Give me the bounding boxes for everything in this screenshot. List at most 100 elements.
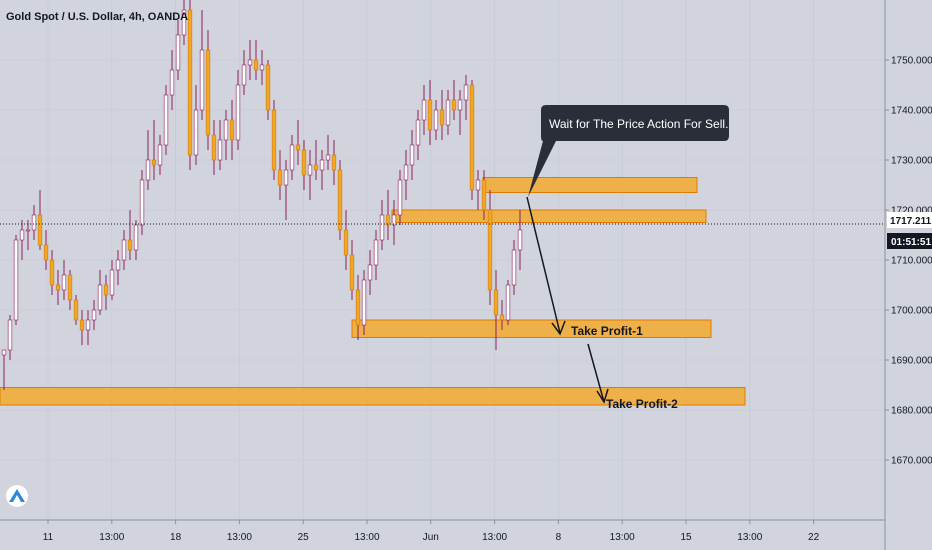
callout-box: Wait for The Price Action For Sell. [528,105,729,197]
candle-body [91,309,97,321]
candle-body [25,229,31,232]
candle-body [325,154,331,161]
candle-body [199,49,205,111]
candle-body [499,314,505,321]
candle-body [235,84,241,141]
tradingview-logo-icon[interactable] [6,485,28,507]
x-tick-label: Jun [423,532,439,543]
candle-body [313,164,319,171]
y-tick-label: 1730.000 [891,156,932,167]
candle-body [187,9,193,156]
candle-body [85,319,91,331]
x-tick-label: 11 [43,532,54,543]
candle-body [307,164,313,176]
x-tick-label: 13:00 [99,532,124,543]
chart-title: Gold Spot / U.S. Dollar, 4h, OANDA [6,11,188,23]
candle-body [37,214,43,246]
x-tick-label: 22 [808,532,820,543]
candle-body [19,229,25,241]
candle-body [7,319,13,351]
candle-body [361,279,367,326]
candle-body [109,269,115,296]
candle-body [49,259,55,286]
candle-body [517,229,523,251]
x-tick-label: 13:00 [737,532,762,543]
take-profit-2-label: Take Profit-2 [606,397,678,411]
candle-body [343,229,349,256]
x-tick-label: 13:00 [610,532,635,543]
candle-body [457,99,463,111]
y-tick-label: 1750.000 [891,56,932,67]
candle-body [169,69,175,96]
candle-body [301,149,307,176]
y-tick-label: 1680.000 [891,406,932,417]
candle-body [379,214,385,241]
candle-body [319,159,325,171]
candle-body [13,239,19,321]
candle-body [373,239,379,266]
candle-body [151,159,157,166]
candle-body [175,34,181,71]
candle-body [241,64,247,86]
candle-body [505,284,511,321]
take-profit-1-label: Take Profit-1 [571,324,643,338]
candle-body [79,319,85,331]
candle-body [487,209,493,291]
candle-body [145,159,151,181]
zone-rect [391,209,707,223]
candle-body [469,84,475,191]
candle-body [427,99,433,131]
right-axis-panel [885,0,932,550]
x-tick-label: 13:00 [482,532,507,543]
arrow-lines [526,196,609,404]
candle-body [391,214,397,226]
price-badge: 1717.211 01:51:51 [887,212,932,249]
candle-body [73,299,79,321]
candle-body [403,164,409,181]
x-tick-label: 13:00 [227,532,252,543]
candle-body [511,249,517,286]
candle-body [139,179,145,226]
candle-body [31,214,37,231]
candle-body [277,169,283,186]
candle-body [205,49,211,136]
candle-body [445,99,451,126]
candle-body [475,179,481,191]
x-tick-label: 15 [680,532,692,543]
candle-body [121,239,127,261]
candle-body [265,64,271,111]
y-tick-label: 1690.000 [891,356,932,367]
y-axis: 1670.000 1680.000 1690.000 1700.000 1710.000… [885,56,932,467]
candle-body [493,289,499,316]
candle-body [217,139,223,161]
x-axis: 11 13:00 18 13:00 25 13:00 Jun 13:00 8 13:00 15 13:… [43,520,820,543]
candle-body [481,179,487,211]
candle-body [133,224,139,251]
zone-rect [351,319,712,338]
candle-body [385,214,391,226]
candle-body [163,94,169,146]
candle-body [289,144,295,171]
candle-body [271,109,277,171]
candle-body [283,169,289,186]
price-badge-value: 1717.211 [890,216,932,227]
candle-body [43,244,49,261]
candle-body [127,239,133,251]
candle-body [1,349,7,356]
zone-rect [482,177,698,193]
y-tick-label: 1700.000 [891,306,932,317]
candle-body [193,109,199,156]
candle-body [157,144,163,166]
x-tick-label: 18 [170,532,182,543]
candle-body [181,9,187,36]
candle-body [259,64,265,71]
y-tick-label: 1670.000 [891,456,932,467]
candle-body [97,284,103,311]
candle-body [463,84,469,101]
candle-body [421,99,427,121]
candle-body [433,109,439,131]
candle-body [337,169,343,231]
candle-body [61,274,67,291]
x-tick-label: 8 [556,532,562,543]
